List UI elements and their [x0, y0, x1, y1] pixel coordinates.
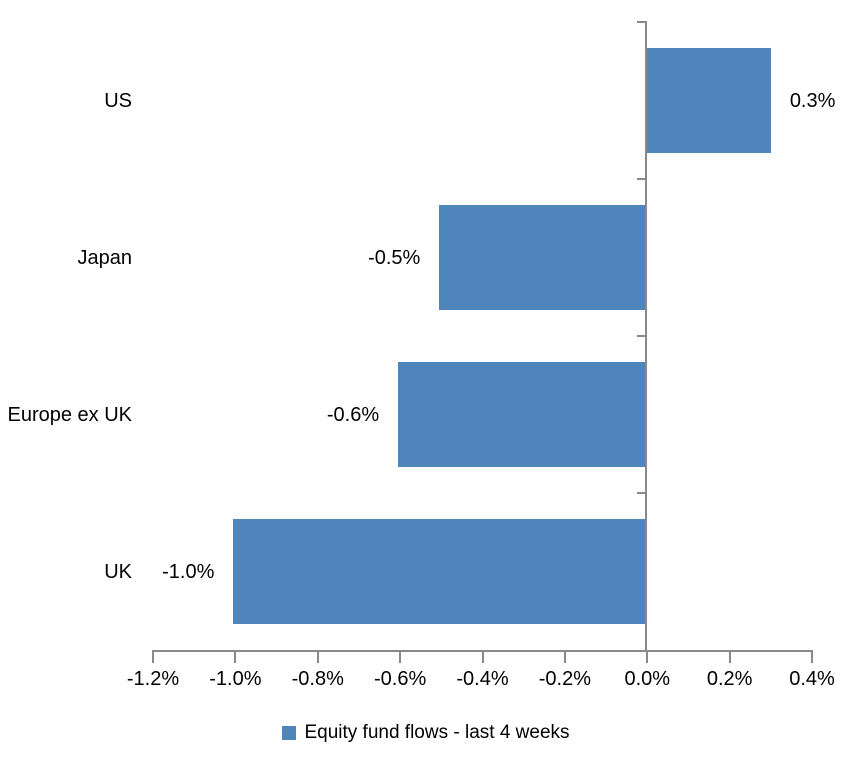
bar	[233, 519, 646, 624]
category-label: Japan	[77, 246, 133, 269]
value-label: -1.0%	[162, 560, 215, 583]
y-axis-tick	[637, 178, 646, 180]
x-axis-tick-label: -1.2%	[126, 668, 180, 690]
category-label: Europe ex UK	[7, 403, 132, 426]
x-axis-tick	[811, 650, 813, 663]
x-axis-tick-label: -0.8%	[291, 668, 344, 690]
x-axis-tick	[152, 650, 154, 663]
category-label: US	[104, 89, 132, 112]
x-axis-tick-label: -1.0%	[209, 668, 262, 690]
legend-series-label: Equity fund flows - last 4 weeks	[304, 722, 570, 743]
value-label: -0.5%	[368, 246, 421, 269]
x-axis-tick	[481, 650, 484, 663]
x-axis-tick	[563, 650, 566, 663]
x-axis-tick	[646, 650, 649, 663]
x-axis-tick-label: -0.2%	[538, 668, 591, 690]
x-axis-tick	[316, 650, 319, 663]
x-axis-tick	[399, 650, 402, 663]
x-axis-tick-label: 0.2%	[706, 668, 753, 690]
x-axis-tick-label: -0.4%	[456, 668, 509, 690]
legend-marker-swatch	[282, 726, 297, 740]
x-axis-tick-label: 0.0%	[624, 668, 671, 690]
y-axis-tick	[637, 492, 646, 494]
value-label: -0.6%	[326, 403, 380, 426]
y-axis-tick	[637, 21, 646, 23]
x-axis-tick-label: 0.4%	[789, 668, 835, 690]
x-axis-tick	[728, 650, 731, 663]
bar	[439, 205, 646, 310]
category-label: UK	[104, 560, 132, 583]
value-label: 0.3%	[789, 89, 836, 112]
legend: Equity fund flows - last 4 weeks	[0, 722, 852, 744]
zero-axis-line	[645, 21, 648, 652]
bar	[398, 362, 646, 467]
x-axis-tick	[234, 650, 237, 663]
bar	[647, 48, 771, 153]
y-axis-tick	[637, 335, 646, 337]
x-axis-tick-label: -0.6%	[374, 668, 427, 690]
